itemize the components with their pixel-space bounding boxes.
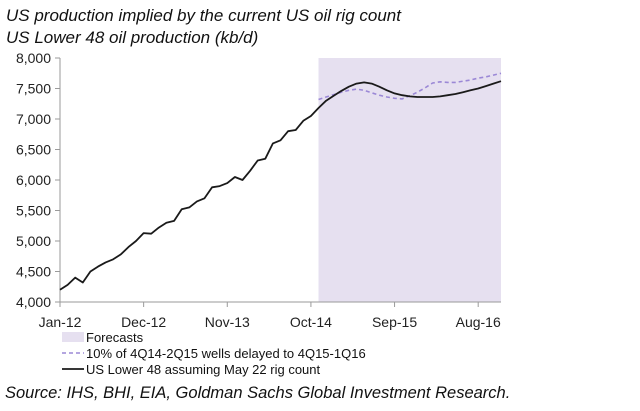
y-tick-label: 7,000 [16,111,51,127]
x-tick-label: Oct-14 [290,314,332,330]
x-tick-label: Jan-12 [39,314,82,330]
source-note: Source: IHS, BHI, EIA, Goldman Sachs Glo… [5,384,511,402]
line-chart: 4,000 4,500 5,000 5,500 6,000 6,500 7,000 7,500… [16,50,502,377]
y-tick-label: 6,000 [16,172,51,188]
legend-label-delayed-wells: 10% of 4Q14-2Q15 wells delayed to 4Q15-1… [86,346,366,361]
x-tick-label: Sep-15 [372,314,417,330]
legend: Forecasts 10% of 4Q14-2Q15 wells delayed… [62,330,366,377]
y-tick-label: 4,000 [16,294,51,310]
chart-title: US production implied by the current US … [6,6,401,25]
legend-swatch-forecasts [62,332,84,342]
y-tick-label: 5,500 [16,203,51,219]
y-axis-ticks: 4,000 4,500 5,000 5,500 6,000 6,500 7,000 7,500… [16,50,60,310]
y-tick-label: 6,500 [16,142,51,158]
y-tick-label: 7,500 [16,81,51,97]
x-tick-label: Dec-12 [121,314,166,330]
series-line-rig-count [59,80,502,291]
legend-label-forecasts: Forecasts [86,330,144,345]
x-axis-ticks: Jan-12 Dec-12 Nov-13 Oct-14 Sep-15 Aug-16 [39,302,501,330]
y-tick-label: 8,000 [16,50,51,66]
x-tick-label: Aug-16 [456,314,501,330]
chart-subtitle: US Lower 48 oil production (kb/d) [6,28,259,47]
y-tick-label: 4,500 [16,264,51,280]
x-tick-label: Nov-13 [205,314,250,330]
y-tick-label: 5,000 [16,233,51,249]
legend-label-rig-count: US Lower 48 assuming May 22 rig count [86,362,321,377]
forecast-region [318,58,501,302]
